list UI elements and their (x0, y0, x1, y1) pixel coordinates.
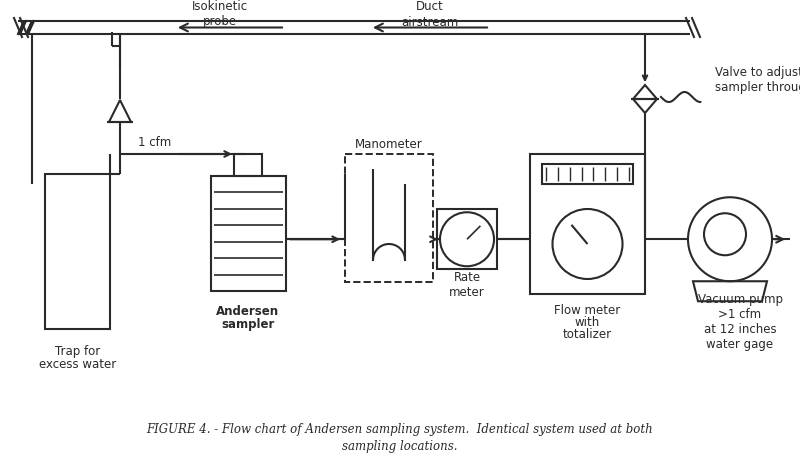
Text: Flow meter: Flow meter (554, 304, 621, 317)
Text: Trap for: Trap for (55, 345, 100, 358)
Bar (234, 155, 262, 176)
Text: 1 cfm: 1 cfm (138, 136, 172, 149)
Text: with: with (575, 316, 600, 329)
Bar (437, 210, 497, 269)
Text: excess water: excess water (39, 358, 116, 371)
Text: Isokinetic
probe: Isokinetic probe (192, 0, 248, 28)
Text: sampling locations.: sampling locations. (342, 439, 458, 452)
Text: Manometer: Manometer (355, 138, 423, 151)
Text: Rate
meter: Rate meter (449, 271, 485, 299)
Text: Duct
airstream: Duct airstream (402, 0, 458, 28)
Bar (542, 165, 633, 185)
Bar (345, 155, 433, 282)
Text: FIGURE 4. - Flow chart of Andersen sampling system.  Identical system used at bo: FIGURE 4. - Flow chart of Andersen sampl… (146, 423, 654, 436)
Text: sampler: sampler (222, 318, 274, 331)
Bar (210, 176, 286, 291)
Text: Valve to adjust
sampler throughput: Valve to adjust sampler throughput (715, 66, 800, 94)
Bar (530, 155, 645, 294)
Text: Vacuum pump
>1 cfm
at 12 inches
water gage: Vacuum pump >1 cfm at 12 inches water ga… (698, 293, 782, 350)
Text: Andersen: Andersen (217, 305, 279, 318)
Bar (45, 175, 110, 329)
Text: totalizer: totalizer (563, 328, 612, 341)
